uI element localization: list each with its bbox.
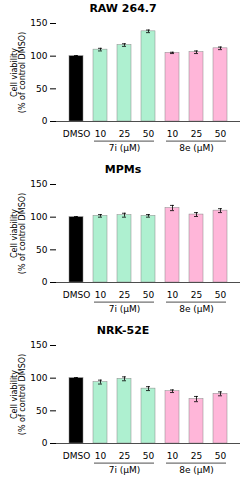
svg-text:7i (μM): 7i (μM) bbox=[109, 304, 141, 314]
svg-text:10: 10 bbox=[95, 451, 107, 461]
svg-text:50: 50 bbox=[215, 451, 227, 461]
svg-text:25: 25 bbox=[119, 290, 130, 300]
svg-text:DMSO: DMSO bbox=[63, 129, 91, 139]
svg-text:0: 0 bbox=[42, 277, 48, 287]
svg-text:DMSO: DMSO bbox=[63, 451, 91, 461]
svg-text:25: 25 bbox=[191, 290, 202, 300]
svg-text:DMSO: DMSO bbox=[63, 290, 91, 300]
svg-text:10: 10 bbox=[167, 290, 179, 300]
svg-text:0: 0 bbox=[42, 116, 48, 126]
svg-text:Cell viability(% of control DM: Cell viability(% of control DMSO) bbox=[10, 354, 27, 435]
svg-text:0: 0 bbox=[42, 438, 48, 448]
svg-text:50: 50 bbox=[36, 84, 48, 94]
svg-text:8e (μM): 8e (μM) bbox=[179, 143, 214, 153]
svg-text:8e (μM): 8e (μM) bbox=[179, 304, 214, 314]
svg-text:7i (μM): 7i (μM) bbox=[109, 143, 141, 153]
svg-text:150: 150 bbox=[30, 340, 47, 350]
svg-text:100: 100 bbox=[30, 212, 47, 222]
svg-text:10: 10 bbox=[167, 129, 179, 139]
svg-text:50: 50 bbox=[215, 290, 227, 300]
svg-text:100: 100 bbox=[30, 51, 47, 61]
svg-text:25: 25 bbox=[119, 451, 130, 461]
svg-text:150: 150 bbox=[30, 18, 47, 28]
svg-text:10: 10 bbox=[95, 129, 107, 139]
svg-text:50: 50 bbox=[143, 129, 155, 139]
html-text:RAW 264.7: RAW 264.7 bbox=[89, 2, 157, 15]
svg-text:50: 50 bbox=[143, 290, 155, 300]
svg-text:100: 100 bbox=[30, 373, 47, 383]
svg-text:10: 10 bbox=[167, 451, 179, 461]
svg-text:50: 50 bbox=[36, 406, 48, 416]
svg-text:8e (μM): 8e (μM) bbox=[179, 465, 214, 475]
svg-text:Cell viability(% of control DM: Cell viability(% of control DMSO) bbox=[10, 193, 27, 274]
svg-text:25: 25 bbox=[191, 129, 202, 139]
svg-text:10: 10 bbox=[95, 290, 107, 300]
html-text:MPMs: MPMs bbox=[104, 163, 142, 176]
html-text:NRK-52E: NRK-52E bbox=[96, 324, 150, 337]
svg-text:25: 25 bbox=[119, 129, 130, 139]
svg-text:25: 25 bbox=[191, 451, 202, 461]
svg-text:7i (μM): 7i (μM) bbox=[109, 465, 141, 475]
svg-text:150: 150 bbox=[30, 179, 47, 189]
svg-text:50: 50 bbox=[36, 245, 48, 255]
svg-text:Cell viability(% of control DM: Cell viability(% of control DMSO) bbox=[10, 32, 27, 113]
svg-text:50: 50 bbox=[215, 129, 227, 139]
svg-text:50: 50 bbox=[143, 451, 155, 461]
